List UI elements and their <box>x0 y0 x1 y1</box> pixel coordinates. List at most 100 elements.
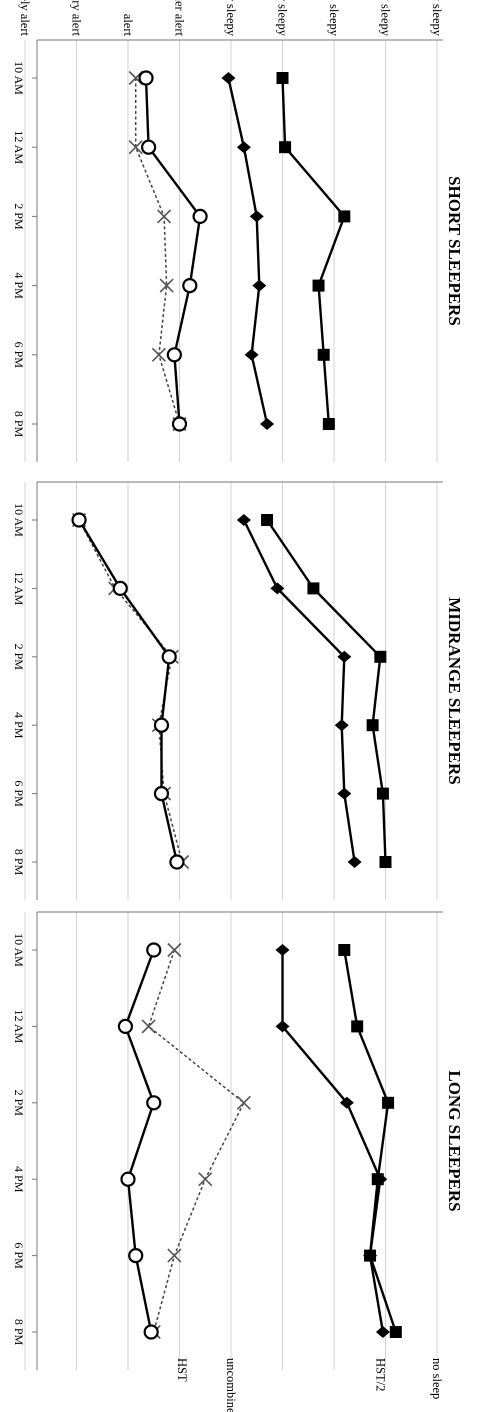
scale-label-alert: alert <box>121 14 135 37</box>
series-line-uncombined <box>134 78 181 425</box>
series-label-hst2: HST/2 <box>373 1358 387 1391</box>
marker-diamond <box>249 210 264 223</box>
marker-diamond <box>275 944 290 956</box>
marker-diamond <box>236 141 251 154</box>
x-tick-10-am: 10 AM <box>12 61 26 95</box>
marker-diamond <box>337 787 352 800</box>
scale-label-very-alert: very alert <box>70 0 84 37</box>
marker-circle <box>146 942 162 958</box>
scale-label-rather-sleepy: rather sleepy <box>276 0 290 37</box>
panel-short-sleepers: SHORT SLEEPERS 10 AM 12 AM 2 PM 4 PM 6 PM 8 PM <box>12 39 464 462</box>
scale-label-rather-alert: rather alert <box>173 0 187 37</box>
panel-long-sleepers: LONG SLEEPERS 10 AM 12 AM 2 PM 4 PM 6 PM 8 PM n… <box>12 911 464 1412</box>
panel-title: LONG SLEEPERS <box>445 1070 464 1211</box>
x-tick-10-am: 10 AM <box>12 933 26 967</box>
marker-square <box>389 1326 402 1338</box>
scale-label-sleepy: sleepy <box>327 4 341 37</box>
x-tick-10-am: 10 AM <box>12 503 26 537</box>
sleepiness-scale-labels: extremely sleepy very sleepy sleepy rather … <box>18 0 444 37</box>
x-tick-2-pm: 2 PM <box>12 1090 26 1117</box>
marker-diamond <box>221 72 236 84</box>
marker-square <box>276 72 289 84</box>
panel-title: MIDRANGE SLEEPERS <box>445 597 464 785</box>
panel-midrange-sleepers: MIDRANGE SLEEPERS 10 AM 12 AM 2 PM 4 PM 6 PM 8… <box>12 481 464 900</box>
x-tick-6-pm: 6 PM <box>12 342 26 369</box>
scale-label-neither-alert-nor-sleepy: neither alert nor sleepy <box>224 0 238 37</box>
marker-square <box>366 719 379 732</box>
x-tick-6-pm: 6 PM <box>12 1242 26 1269</box>
marker-circle <box>112 580 128 597</box>
marker-square <box>279 141 292 154</box>
marker-square <box>317 348 330 361</box>
marker-x <box>167 1248 182 1263</box>
marker-circle <box>141 139 157 155</box>
series-line-no_sleep <box>343 949 397 1333</box>
series-hst <box>117 942 162 1340</box>
marker-circle <box>143 1324 159 1340</box>
series-line-uncombined <box>147 949 245 1333</box>
marker-x <box>159 278 174 293</box>
x-tick-4-pm: 4 PM <box>12 1166 26 1193</box>
marker-diamond <box>347 856 362 868</box>
series-line-hst <box>144 77 202 425</box>
marker-circle <box>138 70 154 86</box>
series-uncombined <box>72 512 190 870</box>
series-no_sleep <box>276 72 351 430</box>
marker-diamond <box>334 719 349 732</box>
x-tick-2-pm: 2 PM <box>12 203 26 230</box>
series-hst <box>138 70 208 432</box>
marker-circle <box>120 1171 136 1187</box>
marker-circle <box>161 649 177 665</box>
marker-circle <box>153 717 170 733</box>
panel-title: SHORT SLEEPERS <box>445 176 464 326</box>
marker-square <box>312 279 325 292</box>
marker-square <box>322 418 335 430</box>
x-tick-8-pm: 8 PM <box>12 411 26 438</box>
marker-square <box>376 787 389 800</box>
marker-diamond <box>252 279 267 292</box>
series-label-no_sleep: no sleep <box>430 1358 444 1399</box>
marker-diamond <box>244 348 259 361</box>
series-line-hst2 <box>227 77 269 425</box>
series-no_sleep <box>338 944 402 1338</box>
scale-label-very-sleepy: very sleepy <box>379 0 393 37</box>
marker-square <box>307 582 320 595</box>
marker-circle <box>146 1095 162 1111</box>
marker-square <box>351 1020 364 1033</box>
marker-x <box>156 209 172 224</box>
x-tick-12-am: 12 AM <box>12 572 26 606</box>
marker-x <box>141 1019 156 1034</box>
series-hst2 <box>275 944 390 1338</box>
marker-circle <box>166 347 182 363</box>
marker-diamond <box>260 418 275 430</box>
marker-square <box>261 514 274 526</box>
x-tick-4-pm: 4 PM <box>12 272 26 299</box>
series-line-hst2 <box>281 950 385 1333</box>
series-hst <box>71 512 185 870</box>
scale-label-extremely-sleepy: extremely sleepy <box>430 0 444 37</box>
marker-x <box>128 140 143 155</box>
marker-diamond <box>339 1096 354 1109</box>
marker-x <box>198 1172 213 1187</box>
marker-circle <box>192 208 208 224</box>
series-line-uncombined <box>78 519 183 863</box>
marker-circle <box>71 512 87 528</box>
series-no_sleep <box>261 514 392 868</box>
x-tick-8-pm: 8 PM <box>12 849 26 876</box>
series-line-hst2 <box>242 519 356 863</box>
x-tick-2-pm: 2 PM <box>12 644 26 671</box>
marker-circle <box>182 278 198 294</box>
series-label-uncombined: uncombined <box>224 1358 238 1412</box>
series-label-hst: HST <box>175 1358 189 1382</box>
series-uncombined <box>128 70 187 432</box>
series-line-hst <box>78 519 179 863</box>
marker-diamond <box>275 1020 290 1033</box>
x-tick-4-pm: 4 PM <box>12 712 26 739</box>
marker-square <box>338 210 351 223</box>
marker-square <box>374 650 387 663</box>
series-hst2 <box>221 72 275 430</box>
x-tick-6-pm: 6 PM <box>12 780 26 807</box>
marker-circle <box>117 1018 134 1035</box>
series-line-hst <box>124 949 155 1333</box>
